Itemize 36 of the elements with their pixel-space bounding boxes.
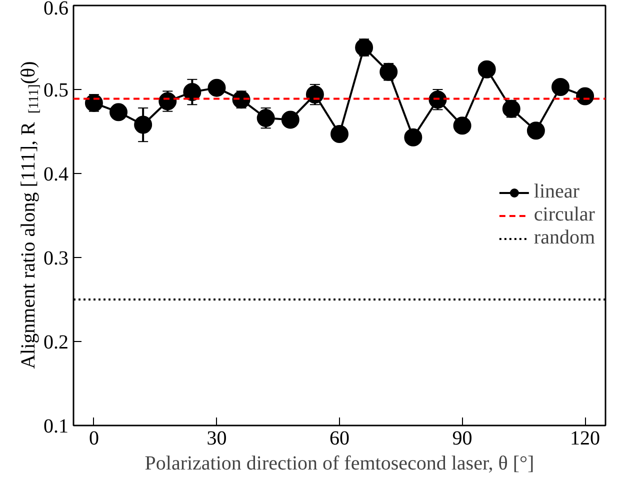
point (428, 90, 447, 109)
point (526, 122, 545, 140)
legend-label: random (534, 226, 595, 250)
point (355, 38, 374, 56)
x-axis-title: Polarization direction of femtosecond laser, θ [°] (144, 452, 534, 474)
y-tick-label: 0.2 (44, 332, 68, 354)
point (256, 109, 275, 128)
point (208, 78, 226, 97)
point (551, 78, 570, 96)
point (404, 128, 422, 146)
point (84, 94, 103, 112)
point (576, 87, 594, 106)
y-tick-label: 0.3 (44, 248, 68, 270)
x-tick-label: 120 (570, 428, 600, 450)
point (453, 116, 472, 135)
point (134, 116, 152, 134)
point (330, 125, 348, 144)
x-tick-label: 30 (206, 428, 227, 450)
point (281, 110, 300, 129)
point (110, 103, 128, 122)
x-tick-label: 90 (452, 428, 472, 450)
legend-label: circular (534, 204, 595, 226)
point (380, 62, 398, 81)
y-tick-label: 0.5 (44, 80, 68, 102)
x-tick-label: 0 (88, 428, 99, 450)
y-tick-label: 0.6 (44, 0, 68, 20)
point (158, 92, 177, 110)
point (478, 60, 496, 78)
x-tick-label: 60 (330, 428, 350, 450)
point (183, 83, 202, 102)
y-axis-title: Alignment ratio along [111], R[111](θ) (18, 61, 42, 369)
y-tick-label: 0.1 (44, 416, 68, 438)
y-tick-label: 0.4 (44, 164, 68, 186)
point (502, 100, 520, 118)
point (306, 86, 324, 104)
legend-label: linear (534, 180, 580, 204)
